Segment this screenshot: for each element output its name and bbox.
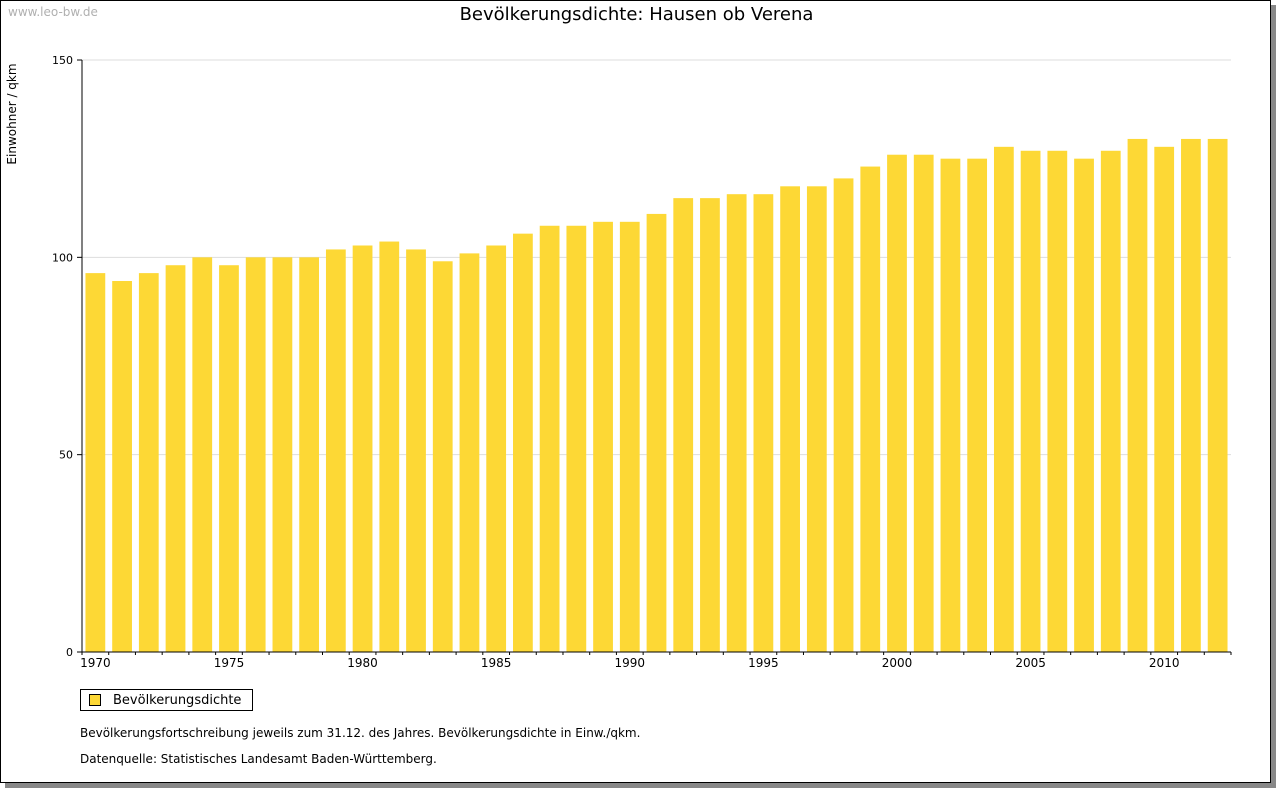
x-tick-label: 1985: [481, 656, 512, 670]
bar-1974: [192, 257, 213, 652]
tick-labels: 0 50 100 150 1970 1975 1980 1985 1990 1995 2000 200…: [52, 54, 1179, 670]
x-tick-label: 2000: [882, 656, 913, 670]
bar-1986: [513, 233, 533, 653]
y-tick-label: 100: [52, 251, 73, 264]
bar-1980: [352, 245, 373, 652]
bar-1979: [325, 249, 346, 652]
legend: Bevölkerungsdichte: [80, 689, 253, 711]
bar-2010: [1154, 146, 1175, 652]
note-methodology: Bevölkerungsfortschreibung jeweils zum 3…: [80, 726, 641, 740]
legend-label: Bevölkerungsdichte: [113, 692, 242, 708]
y-tick-label: 0: [66, 646, 73, 659]
y-tick-label: 50: [59, 449, 73, 462]
bar-2009: [1127, 138, 1148, 652]
bar-1999: [860, 166, 881, 652]
bar-2005: [1020, 150, 1041, 653]
bar-1981: [379, 241, 400, 652]
bar-1970: [85, 273, 106, 652]
bar-1988: [566, 225, 587, 652]
bar-2004: [993, 146, 1014, 652]
y-tick-label: 150: [52, 54, 73, 67]
bars: [85, 138, 1228, 653]
bar-1995: [753, 194, 774, 653]
bar-1987: [539, 225, 560, 652]
bar-2001: [913, 154, 934, 652]
bar-1985: [486, 245, 507, 652]
x-tick-label: 2010: [1149, 656, 1180, 670]
bar-2012: [1207, 138, 1228, 652]
bar-chart: 0 50 100 150 1970 1975 1980 1985 1990 1995 2000 200…: [52, 54, 1232, 670]
bar-1989: [593, 221, 613, 652]
bar-2011: [1181, 138, 1201, 652]
axes: [77, 59, 1232, 655]
bar-1978: [299, 257, 320, 652]
note-source: Datenquelle: Statistisches Landesamt Bad…: [80, 752, 437, 766]
x-tick-label: 1995: [748, 656, 779, 670]
x-tick-label: 2005: [1015, 656, 1046, 670]
bar-2006: [1047, 150, 1068, 653]
bar-1992: [673, 198, 694, 652]
bar-2000: [887, 154, 907, 652]
x-tick-label: 1980: [347, 656, 378, 670]
bar-1971: [112, 281, 132, 652]
bar-1977: [272, 257, 293, 652]
bar-1996: [780, 186, 800, 652]
bar-2008: [1100, 150, 1121, 653]
bar-1990: [619, 221, 640, 652]
x-tick-label: 1975: [214, 656, 245, 670]
bar-1998: [833, 178, 854, 652]
bar-1994: [726, 194, 747, 653]
bar-1984: [459, 253, 480, 653]
x-tick-label: 1990: [615, 656, 646, 670]
bar-2002: [940, 158, 961, 652]
bar-1993: [700, 198, 720, 652]
bar-1983: [432, 261, 453, 652]
bar-1991: [646, 213, 667, 653]
bar-1976: [245, 257, 266, 652]
bar-1975: [219, 265, 239, 652]
bar-2003: [967, 158, 988, 652]
watermark: www.leo-bw.de: [8, 5, 98, 19]
x-tick-label: 1970: [80, 656, 111, 670]
bar-1997: [806, 186, 827, 652]
legend-swatch: [89, 694, 101, 706]
bar-1982: [406, 249, 426, 652]
bar-1972: [138, 273, 159, 652]
bar-2007: [1074, 158, 1094, 652]
bar-1973: [165, 265, 186, 652]
chart-title: Bevölkerungsdichte: Hausen ob Verena: [459, 4, 814, 25]
